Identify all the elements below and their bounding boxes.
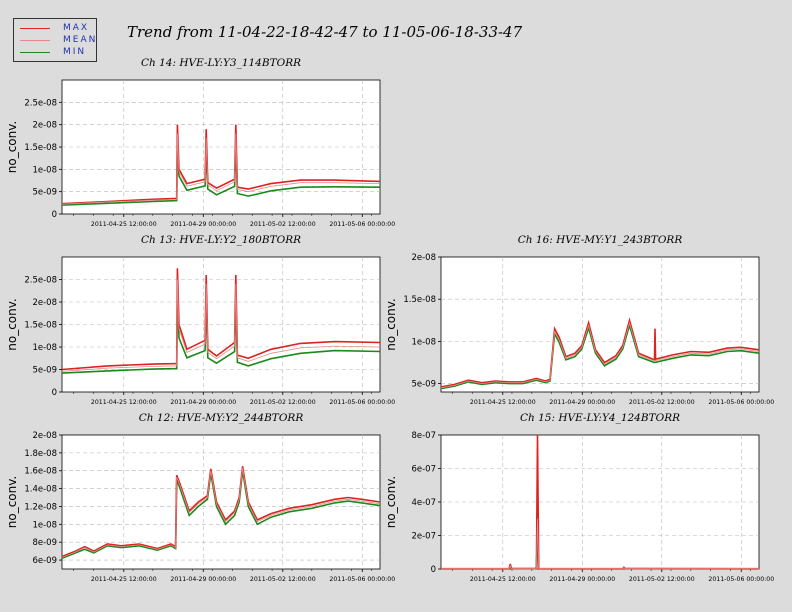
legend-swatch-max [20,28,50,29]
x-tick-label: 2011-05-02 12:00:00 [250,221,316,228]
x-tick-label: 2011-04-29 00:00:00 [170,576,236,583]
series-line-min [440,322,760,390]
series-line-mean [441,518,759,570]
legend-label-mean: MEAN [63,35,98,45]
y-tick-label: 8e-09 [32,538,57,548]
y-tick-label: 2e-08 [32,298,57,308]
series-line-mean [61,279,381,372]
legend-item-min: MIN [20,47,100,59]
x-tick-label: 2011-05-06 00:00:00 [708,576,774,583]
plot-area [440,434,760,570]
chart-title: Ch 14: HVE-LY:Y3_114BTORR [141,57,301,69]
y-tick-label: 2e-08 [411,253,436,263]
y-axis-label: no_conv. [384,476,398,528]
y-tick-label: 2e-07 [411,532,436,542]
series-line-min [61,292,381,374]
y-tick-label: 1e-08 [32,520,57,530]
legend-label-min: MIN [63,47,87,57]
x-tick-label: 2011-04-25 12:00:00 [91,221,157,228]
y-axis-label: no_conv. [5,476,19,528]
x-tick-label: 2011-05-06 00:00:00 [329,399,395,406]
x-tick-label: 2011-05-06 00:00:00 [329,576,395,583]
chart-0: Ch 14: HVE-LY:Y3_114BTORR no_conv. 0 5e-09 1… [5,57,395,228]
y-tick-label: 1e-08 [32,343,57,353]
x-tick-label: 2011-04-25 12:00:00 [470,399,536,406]
legend-swatch-mean [20,40,50,41]
y-tick-label: 5e-09 [32,366,57,376]
y-tick-label: 0 [431,565,436,575]
y-tick-label: 5e-09 [32,188,57,198]
series-line-mean [61,468,381,558]
y-tick-label: 1.4e-08 [24,485,57,495]
series-line-min [61,142,381,206]
y-tick-label: 6e-07 [411,465,436,475]
y-tick-label: 2.5e-08 [24,98,57,108]
y-tick-label: 2e-08 [32,121,57,131]
x-tick-label: 2011-04-25 12:00:00 [91,576,157,583]
y-tick-label: 1e-08 [411,337,436,347]
series-line-max [440,317,760,388]
chart-title: Ch 15: HVE-LY:Y4_124BTORR [520,412,680,424]
y-tick-label: 1.5e-08 [24,143,57,153]
plot-area [440,256,760,393]
y-tick-label: 5e-09 [411,380,436,390]
y-tick-label: 1e-08 [32,165,57,175]
x-tick-label: 2011-05-02 12:00:00 [250,399,316,406]
y-tick-label: 6e-09 [32,556,57,566]
legend-item-max: MAX [20,23,100,35]
x-tick-label: 2011-04-25 12:00:00 [91,399,157,406]
y-tick-label: 8e-07 [411,431,436,441]
x-tick-label: 2011-04-29 00:00:00 [170,399,236,406]
legend-swatch-min [20,52,50,53]
y-tick-label: 4e-07 [411,498,436,508]
chart-3: Ch 16: HVE-MY:Y1_243BTORR no_conv. 5e-09 1e… [384,234,774,406]
y-axis-label: no_conv. [5,121,19,173]
x-tick-label: 2011-05-02 12:00:00 [629,576,695,583]
page-title: Trend from 11-04-22-18-42-47 to 11-05-06… [127,23,523,41]
x-tick-label: 2011-04-29 00:00:00 [549,399,615,406]
chart-4: Ch 15: HVE-LY:Y4_124BTORR no_conv. 0 2e-07 4… [384,412,774,583]
y-tick-label: 1.6e-08 [24,467,57,477]
chart-title: Ch 16: HVE-MY:Y1_243BTORR [518,234,683,246]
x-tick-label: 2011-05-06 00:00:00 [329,221,395,228]
y-tick-label: 1.5e-08 [24,321,57,331]
x-tick-label: 2011-05-06 00:00:00 [708,399,774,406]
chart-title: Ch 12: HVE-MY:Y2_244BTORR [139,412,304,424]
series-line-mean [440,321,760,389]
legend-item-mean: MEAN [20,35,100,47]
series-line-mean [61,133,381,205]
x-tick-label: 2011-04-25 12:00:00 [470,576,536,583]
y-axis-label: no_conv. [5,298,19,350]
y-axis-label: no_conv. [384,298,398,350]
y-tick-label: 1.2e-08 [24,502,57,512]
y-tick-label: 1.8e-08 [24,449,57,459]
x-tick-label: 2011-04-29 00:00:00 [549,576,615,583]
x-tick-label: 2011-05-02 12:00:00 [250,576,316,583]
legend: MAX MEAN MIN [13,18,97,62]
y-tick-label: 2e-08 [32,431,57,441]
plot-area [61,256,381,393]
x-tick-label: 2011-04-29 00:00:00 [170,221,236,228]
y-tick-label: 2.5e-08 [24,276,57,286]
y-tick-label: 1.5e-08 [403,295,436,305]
y-tick-label: 0 [52,210,57,220]
chart-title: Ch 13: HVE-LY:Y2_180BTORR [141,234,301,246]
y-tick-label: 0 [52,388,57,398]
x-tick-label: 2011-05-02 12:00:00 [629,399,695,406]
legend-label-max: MAX [63,23,90,33]
chart-2: Ch 12: HVE-MY:Y2_244BTORR no_conv. 6e-09 8e… [5,412,395,583]
plot-area [61,79,381,215]
chart-1: Ch 13: HVE-LY:Y2_180BTORR no_conv. 0 5e-09 1… [5,234,395,406]
